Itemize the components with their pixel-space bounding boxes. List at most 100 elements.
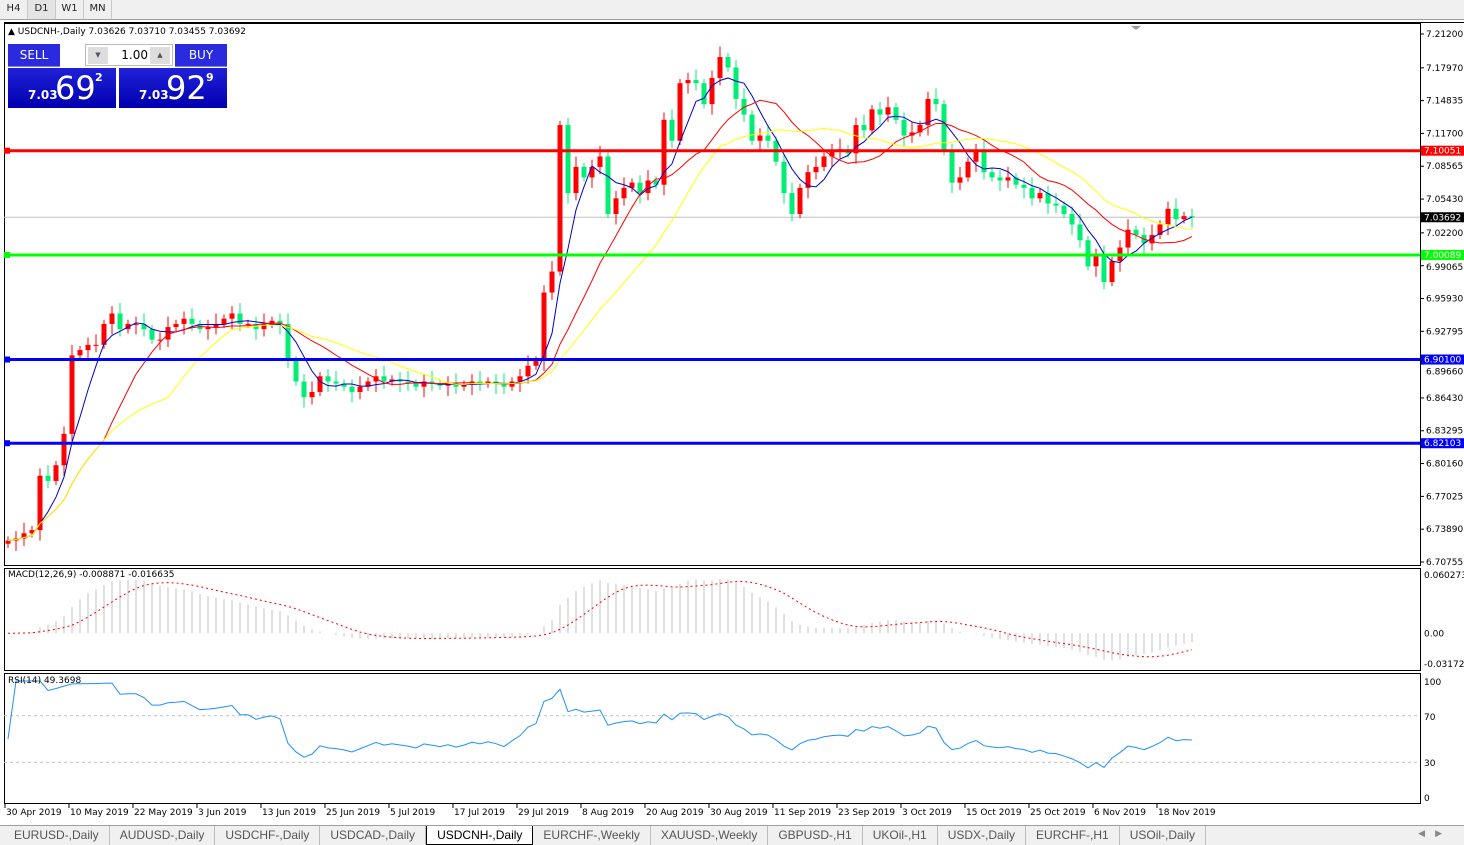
chart-tab[interactable]: EURUSD-,Daily [4,826,110,845]
buy-price[interactable]: 7.03 92 9 [119,68,227,108]
candle [325,376,331,382]
candle [245,323,251,325]
candle [485,381,491,384]
candle [1005,177,1011,181]
candle [317,376,323,392]
sell-price-big: 7.03 [28,88,58,102]
x-tick-label: 17 Jul 2019 [454,808,505,818]
tab-scroll-arrows-icon[interactable]: ◀▶ [1418,829,1452,839]
candle [557,125,563,272]
sell-price-pips: 69 [55,69,96,107]
sell-price[interactable]: 7.03 69 2 [8,68,116,108]
candle [893,107,899,120]
level-price-label: 7.10051 [1424,147,1461,157]
y-tick-label: 7.05430 [1426,195,1463,205]
candle [949,151,955,183]
chart-tab[interactable]: EURCHF-,H1 [1026,826,1120,845]
rsi-label: RSI(14) 49.3698 [8,676,82,686]
candle [765,135,771,141]
candle [157,339,163,341]
buy-price-fraction: 9 [206,71,214,84]
rsi-axis-label: 100 [1424,678,1441,688]
candle [549,271,555,293]
buy-button[interactable]: BUY [175,44,227,67]
candle [293,360,299,382]
candle [669,119,675,141]
level-price-tag [1421,438,1464,449]
candle [477,381,483,384]
moving-average-line [7,127,1193,542]
candle [165,327,171,340]
moving-average-line [7,99,1193,542]
candle [181,318,187,324]
candle [413,383,419,387]
candle [885,107,891,115]
candle [733,67,739,99]
timeframe-d1[interactable]: D1 [28,0,56,19]
candle [1053,203,1059,206]
x-tick-label: 3 Oct 2019 [902,808,952,818]
candle [965,161,971,178]
timeframe-toolbar: H4 D1 W1 MN [0,0,1464,20]
candle [925,98,931,126]
candle [781,161,787,194]
chart-tab[interactable]: XAUUSD-,Weekly [651,826,769,845]
chart-tab[interactable]: USOil-,Daily [1120,826,1207,845]
chart-tab[interactable]: USDCHF-,Daily [215,826,321,845]
timeframe-w1[interactable]: W1 [56,0,84,19]
candle [1133,229,1139,235]
lot-value[interactable]: 1.00 [121,48,148,62]
chart-shift-icon [1131,26,1141,30]
candle [61,433,67,466]
candle [1021,184,1027,188]
buy-price-big: 7.03 [139,88,169,102]
candle [693,80,699,84]
candle [429,381,435,384]
rsi-line [7,680,1193,769]
level-line-handle [4,356,10,363]
candle [517,376,523,382]
sell-button[interactable]: SELL [8,44,60,67]
candle [405,381,411,384]
candle [381,376,387,382]
candle [597,156,603,167]
candle [613,198,619,215]
candle [565,125,571,194]
candle [621,187,627,199]
lot-decrease-icon[interactable]: ▼ [88,47,108,64]
candle [877,109,883,115]
candle [1045,193,1051,204]
chart-tab[interactable]: GBPUSD-,H1 [768,826,863,845]
lot-increase-icon[interactable]: ▲ [150,47,170,64]
chart-tab[interactable]: UKOil-,H1 [863,826,938,845]
chart-window[interactable]: 7.21200 7.17970 7.14835 7.11700 7.08565 7.054… [4,22,1464,818]
timeframe-mn[interactable]: MN [84,0,112,19]
candle [1125,229,1131,248]
candle [149,329,155,340]
candle [813,166,819,173]
candle [525,365,531,377]
level-price-tag [1421,145,1464,156]
timeframe-h4[interactable]: H4 [0,0,28,19]
chart-tab[interactable]: USDCAD-,Daily [320,826,427,845]
candle [173,323,179,328]
x-tick-label: 13 Jun 2019 [262,808,316,818]
candle [541,292,547,361]
chart-tabs: EURUSD-,Daily AUDUSD-,Daily USDCHF-,Daily U… [0,825,1464,845]
main-panel-border [4,23,1421,566]
candle [1101,255,1107,283]
candle [133,323,139,325]
candle [573,166,579,194]
candle [789,193,795,215]
y-tick-label: 6.95930 [1426,294,1463,304]
chart-tab[interactable]: USDX-,Daily [938,826,1027,845]
candle [333,381,339,384]
candle [221,318,227,324]
price-chart[interactable]: 7.21200 7.17970 7.14835 7.11700 7.08565 7.054… [4,23,1464,823]
chart-tab[interactable]: EURCHF-,Weekly [533,826,651,845]
y-tick-label: 6.80160 [1426,460,1463,470]
candle [581,166,587,178]
lot-size-input[interactable]: ▼ 1.00 ▲ [85,44,173,66]
chart-tab[interactable]: AUDUSD-,Daily [110,826,216,845]
chart-tab[interactable]: USDCNH-,Daily [426,826,534,845]
